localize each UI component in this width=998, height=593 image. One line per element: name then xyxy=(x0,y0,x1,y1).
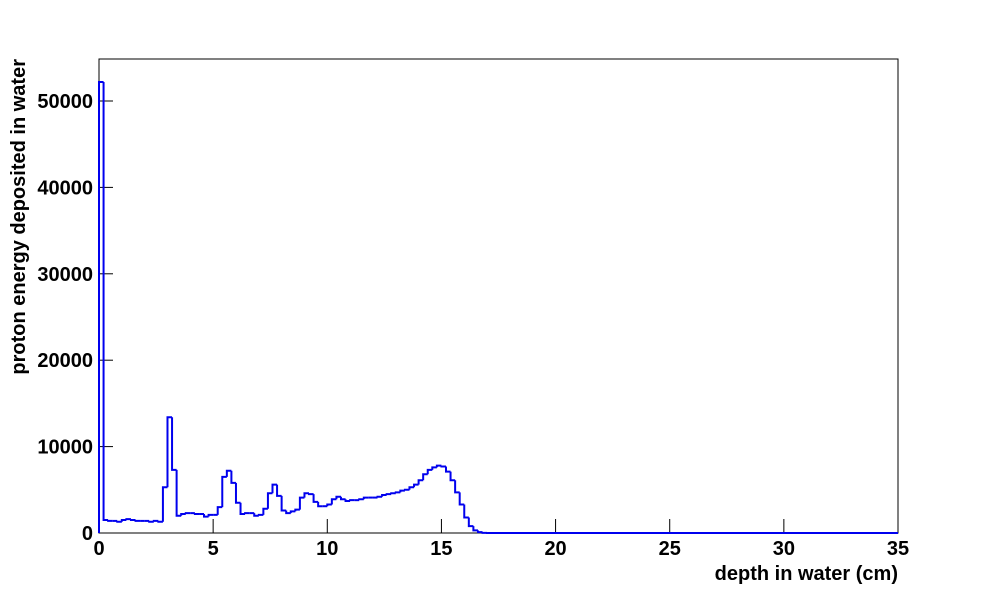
histogram-bin xyxy=(239,502,246,515)
histogram-bin xyxy=(435,464,442,468)
y-tick-label: 0 xyxy=(82,523,93,545)
x-tick-label: 15 xyxy=(430,538,452,560)
histogram-bin xyxy=(116,520,122,523)
histogram-bin xyxy=(312,494,319,503)
x-tick-label: 5 xyxy=(208,538,219,560)
histogram-bin xyxy=(399,489,405,493)
histogram-bin xyxy=(444,466,451,473)
x-tick-label: 20 xyxy=(544,538,566,560)
histogram-bin xyxy=(184,512,191,515)
histogram-bin xyxy=(431,466,437,470)
histogram-bin xyxy=(203,513,209,518)
histogram-bin xyxy=(193,512,200,515)
histogram-bin xyxy=(408,486,415,490)
histogram-bin xyxy=(157,520,163,523)
histogram-bin xyxy=(349,499,355,502)
histogram-bin xyxy=(257,513,264,516)
y-tick-label: 20000 xyxy=(37,350,93,372)
histogram-bin xyxy=(472,526,478,532)
histogram-bin xyxy=(276,484,282,497)
histogram-bin xyxy=(426,468,433,475)
histogram-bin xyxy=(358,498,364,501)
histogram-bin xyxy=(385,493,392,496)
y-axis-title: proton energy deposited in water xyxy=(8,59,30,375)
histogram-bin xyxy=(234,482,241,504)
histogram-bin xyxy=(481,531,488,534)
histogram-bin xyxy=(230,470,236,484)
histogram-bin xyxy=(413,483,419,488)
x-tick-label: 30 xyxy=(773,538,795,560)
histogram-bin xyxy=(253,513,259,517)
histogram-bin xyxy=(175,469,182,517)
histogram-bin xyxy=(294,508,300,512)
histogram-bin xyxy=(422,473,428,481)
histogram-bin xyxy=(107,519,113,522)
histogram-bin xyxy=(390,492,396,495)
histogram-bin xyxy=(262,507,268,515)
histogram-bin xyxy=(148,520,154,523)
histogram-bin xyxy=(216,506,223,515)
histogram-bin xyxy=(362,496,369,500)
histogram-bin xyxy=(458,492,465,506)
x-tick-label: 10 xyxy=(316,538,338,560)
histogram-bin xyxy=(180,512,186,516)
y-tick-label: 50000 xyxy=(37,91,93,113)
histogram-bin xyxy=(335,495,341,500)
histogram-bin xyxy=(339,496,346,501)
histogram-bin xyxy=(266,492,273,509)
histogram-bin xyxy=(207,513,214,517)
histogram-bin xyxy=(98,80,104,533)
histogram-bin xyxy=(244,512,250,515)
histogram-bin xyxy=(326,503,332,507)
histogram-bin xyxy=(225,469,232,477)
x-tick-label: 0 xyxy=(93,538,104,560)
histogram-bin xyxy=(280,495,287,512)
histogram-bin xyxy=(161,486,168,522)
x-axis-title: depth in water (cm) xyxy=(715,563,898,585)
histogram-bin xyxy=(289,510,296,514)
histogram-bin xyxy=(120,519,127,522)
histogram-bin xyxy=(467,517,474,528)
histogram-bin xyxy=(125,518,131,521)
x-tick-label: 25 xyxy=(659,538,681,560)
y-tick-label: 40000 xyxy=(37,177,93,199)
histogram-bin xyxy=(454,480,460,494)
histogram-bin xyxy=(271,483,278,494)
histogram-bin xyxy=(376,495,383,498)
histogram-bin xyxy=(476,530,483,534)
histogram-bin xyxy=(344,499,351,503)
histogram-bin xyxy=(303,492,310,498)
y-tick-label: 10000 xyxy=(37,437,93,459)
histogram-bin xyxy=(403,488,410,491)
histogram-bin xyxy=(394,491,401,494)
y-tick-label: 30000 xyxy=(37,264,93,286)
histogram-bin xyxy=(129,519,136,522)
histogram-bin xyxy=(102,81,109,522)
histogram-bin xyxy=(308,493,314,496)
histogram-bin xyxy=(221,475,227,508)
histogram-bin xyxy=(298,496,305,510)
histogram-bin xyxy=(134,519,141,522)
histogram-bin xyxy=(330,498,337,505)
histogram-bin xyxy=(285,510,291,515)
x-tick-label: 35 xyxy=(887,538,909,560)
histogram-bin xyxy=(166,416,173,488)
histogram-bin xyxy=(171,417,177,471)
histogram-bin xyxy=(317,501,323,508)
histogram-bin xyxy=(449,471,456,482)
histogram-bin xyxy=(440,465,446,468)
histogram-bin xyxy=(417,479,424,485)
histogram-bin xyxy=(463,504,469,519)
histogram-bin xyxy=(381,493,387,497)
histogram-bin xyxy=(152,519,159,522)
